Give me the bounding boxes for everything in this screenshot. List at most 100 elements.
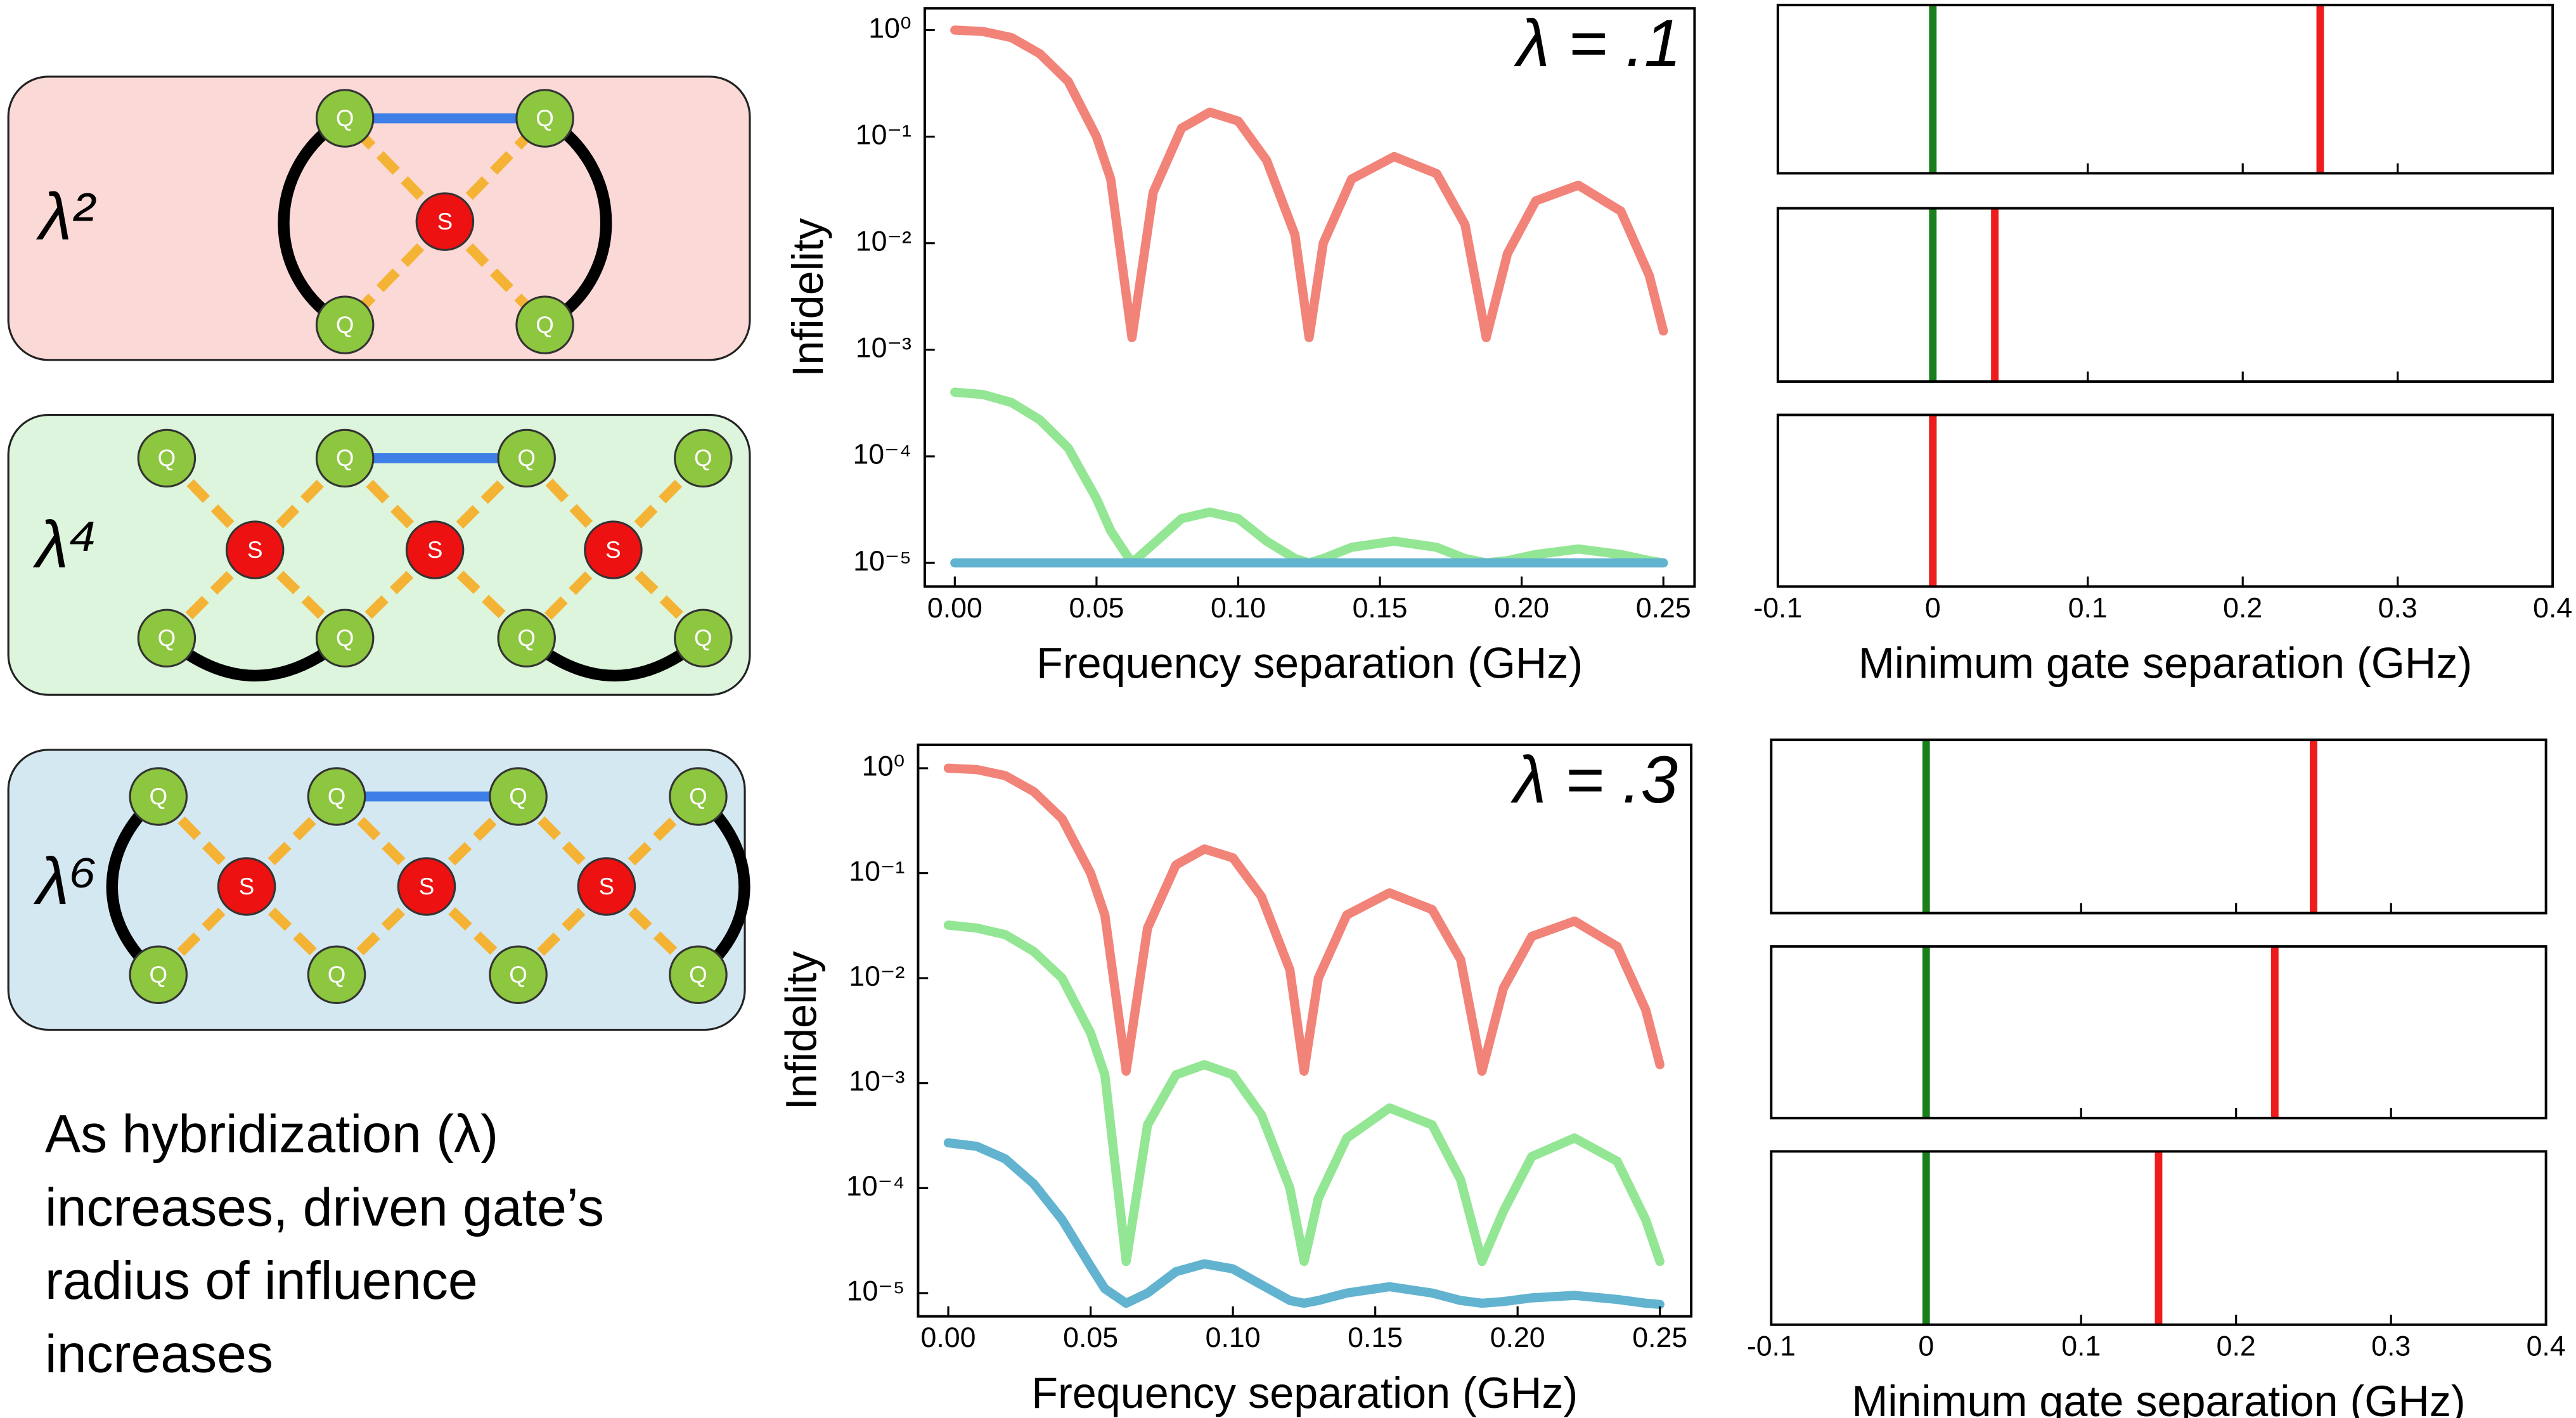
series-line (943, 763, 1665, 1076)
series-line (950, 25, 1668, 342)
x-tick-label: 0.20 (1494, 593, 1549, 624)
spectator-node (405, 520, 465, 579)
x-tick-label: 0.10 (1206, 1322, 1261, 1353)
x-tick-label: 0.3 (2378, 593, 2418, 624)
panel-frame (1776, 207, 2554, 383)
x-axis-label: Frequency separation (GHz) (1031, 1369, 1578, 1417)
gate-edge (106, 790, 164, 981)
qubit-node (515, 89, 574, 148)
x-tick-label: 0.25 (1636, 593, 1691, 624)
y-tick-label: 10⁻⁴ (846, 1171, 905, 1202)
caption-line: increases (45, 1324, 273, 1384)
node-label: Q (694, 445, 712, 471)
qubit-node (669, 767, 728, 826)
node-label: Q (149, 783, 167, 809)
x-tick-label: 0.4 (2527, 1331, 2566, 1362)
node-label: Q (158, 625, 176, 651)
node-label: Q (509, 962, 527, 988)
y-axis-label: Infidelity (784, 217, 832, 377)
caption-line: As hybridization (λ) (45, 1104, 498, 1164)
node-label: S (599, 873, 615, 899)
qubit-node (489, 767, 548, 826)
diagram-label: λ² (36, 179, 97, 254)
node-label: Q (689, 962, 707, 988)
annotation: λ = .1 (1514, 6, 1681, 81)
y-tick-label: 10⁻¹ (849, 856, 905, 887)
qubit-node (515, 295, 574, 354)
panel-frame (1776, 3, 2554, 175)
qubit-node (674, 429, 733, 488)
x-tick-label: 0.1 (2068, 593, 2108, 624)
annotation: λ = .3 (1510, 743, 1678, 817)
y-tick-label: 10⁻³ (856, 333, 911, 364)
node-label: Q (158, 445, 176, 471)
plot-frame (917, 744, 1693, 1318)
qubit-node (497, 429, 556, 488)
y-tick-label: 10⁰ (862, 751, 905, 782)
caption-line: radius of influence (45, 1251, 478, 1310)
x-tick-label: 0.15 (1353, 593, 1408, 624)
node-label: Q (336, 105, 354, 131)
x-tick-label: 0.25 (1632, 1322, 1687, 1353)
series-line (943, 920, 1665, 1267)
y-tick-label: 10⁻² (849, 961, 905, 992)
x-tick-label: 0.4 (2533, 593, 2572, 624)
spectator-node (577, 857, 636, 916)
node-label: Q (536, 312, 554, 338)
qubit-node (307, 767, 366, 826)
y-tick-label: 10⁻⁴ (853, 439, 911, 470)
qubit-node (315, 429, 375, 488)
y-tick-label: 10⁻³ (849, 1066, 905, 1097)
gate-edge (692, 790, 750, 981)
qubit-node (137, 609, 196, 668)
node-label: Q (336, 445, 354, 471)
spectator-node (217, 857, 276, 916)
x-tick-label: 0.20 (1490, 1322, 1545, 1353)
diagram-box (7, 75, 751, 361)
x-tick-label: 0.2 (2217, 1331, 2256, 1362)
x-tick-label: 0.1 (2061, 1331, 2101, 1362)
node-label: Q (694, 625, 712, 651)
caption-line: increases, driven gate’s (45, 1177, 604, 1237)
qubit-node (307, 945, 366, 1005)
qubit-node (137, 429, 196, 488)
node-label: S (419, 873, 435, 899)
node-label: S (247, 537, 263, 563)
y-tick-label: 10⁻⁵ (853, 546, 911, 577)
x-axis-label: Minimum gate separation (GHz) (1852, 1377, 2465, 1418)
qubit-node (315, 609, 375, 668)
x-tick-label: 0 (1925, 593, 1941, 624)
x-tick-label: 0.3 (2371, 1331, 2411, 1362)
qubit-node (315, 89, 375, 148)
panel-frame (1770, 945, 2547, 1119)
diagram-label: λ⁴ (33, 508, 98, 582)
spectator-node (397, 857, 456, 916)
node-label: Q (689, 783, 707, 809)
y-tick-label: 10⁻⁵ (847, 1276, 905, 1307)
x-axis-label: Frequency separation (GHz) (1036, 640, 1583, 688)
node-label: Q (517, 445, 536, 471)
x-tick-label: 0.00 (927, 593, 982, 624)
qubit-node (489, 945, 548, 1005)
series-line (950, 387, 1668, 568)
node-label: S (427, 537, 443, 563)
y-tick-label: 10⁻¹ (856, 119, 911, 150)
y-tick-label: 10⁰ (868, 13, 911, 44)
x-tick-label: 0.05 (1069, 593, 1124, 624)
node-label: S (437, 209, 453, 235)
node-label: S (605, 537, 621, 563)
node-label: Q (336, 625, 354, 651)
spectator-node (415, 192, 475, 251)
diagram-label: λ⁶ (33, 844, 96, 918)
spectator-node (584, 520, 643, 579)
node-label: Q (336, 312, 354, 338)
x-tick-label: 0 (1918, 1331, 1934, 1362)
gate-edge (539, 112, 612, 331)
gate-edge (278, 112, 351, 331)
qubit-node (497, 609, 556, 668)
panel-frame (1770, 738, 2547, 915)
x-tick-label: 0.00 (921, 1322, 976, 1353)
qubit-node (129, 945, 188, 1005)
